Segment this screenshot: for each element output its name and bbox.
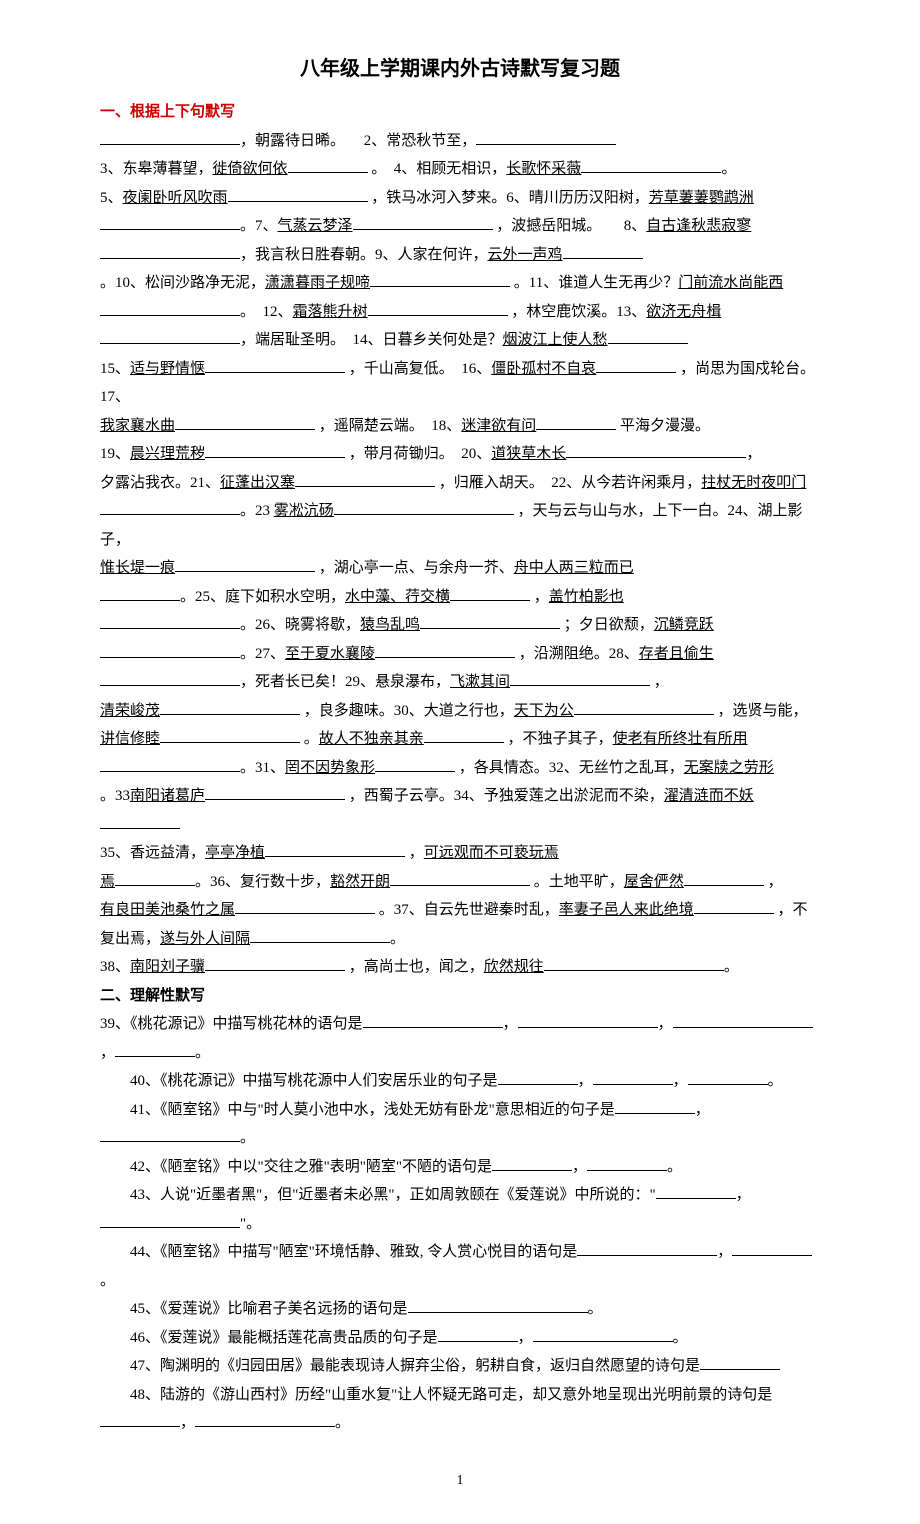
line-35: 35、香远益清，亭亭净植 ，可远观而不可亵玩焉 [100,839,820,868]
line-15-16: 15、适与野情惬 ，千山高复低。 16、僵卧孤村不自哀 ，尚思为国戍轮台。17、 [100,355,820,412]
line-25: 。25、庭下如积水空明，水中藻、荇交横 ，盖竹柏影也 [100,583,820,612]
q39: 39、《桃花源记》中描写桃花林的语句是，，，。 [100,1010,820,1067]
line-27-28: 。27、至于夏水襄陵 ，沿溯阻绝。28、存者且偷生 [100,640,820,669]
section2-heading: 二、理解性默写 [100,988,205,1004]
line-23: 。23 雾凇沆砀 ，天与云与山与水，上下一白。24、湖上影子， [100,497,820,554]
q44: 44、《陋室铭》中描写"陋室"环境恬静、雅致, 令人赏心悦目的语句是，。 [100,1238,820,1295]
q42: 42、《陋室铭》中以"交往之雅"表明"陋室"不陋的语句是，。 [100,1153,820,1182]
section1-heading: 一、根据上下句默写 [100,104,235,120]
line-29: ，死者长已矣！29、悬泉瀑布，飞漱其间 ， [100,668,820,697]
q40: 40、《桃花源记》中描写桃花源中人们安居乐业的句子是，，。 [100,1067,820,1096]
line-38: 38、南阳刘子骥 ，高尚士也，闻之，欣然规往。 [100,953,820,982]
line-31-32: 。31、罔不因势象形 ，各具情态。32、无丝竹之乱耳，无案牍之劳形 [100,754,820,783]
line-21-22: 夕露沾我衣。21、征蓬出汉塞 ，归雁入胡天。 22、从今若许闲乘月，拄杖无时夜叩… [100,469,820,498]
line-26: 。26、晓雾将歇，猿鸟乱鸣 ；夕日欲颓，沉鳞竞跃 [100,611,820,640]
line-12-13: 。 12、霜落熊升树 ，林空鹿饮溪。13、欲济无舟楫 [100,298,820,327]
line-3-4: 3、东皋薄暮望，徙倚欲何依 。 4、相顾无相识，长歌怀采薇。 [100,155,820,184]
line-13-14: ，端居耻圣明。 14、日暮乡关何处是？烟波江上使人愁 [100,326,820,355]
q41: 41、《陋室铭》中与"时人莫小池中水，浅处无妨有卧龙"意思相近的句子是，。 [100,1096,820,1153]
blank [100,127,240,145]
line-37: 有良田美池桑竹之属 。37、自云先世避秦时乱，率妻子邑人来此绝境 ，不复出焉，遂… [100,896,820,953]
line-10-11: 。10、松间沙路净无泥，潇潇暮雨子规啼 。11、谁道人生无再少？门前流水尚能西 [100,269,820,298]
line-8-9: ，我言秋日胜春朝。9、人家在何许，云外一声鸡 [100,241,820,270]
line-36: 焉。36、复行数十步，豁然开朗 。土地平旷，屋舍俨然 ， [100,868,820,897]
line-5-6: 5、夜阑卧听风吹雨 ，铁马冰河入梦来。6、晴川历历汉阳树，芳草萋萋鹦鹉洲 [100,184,820,213]
q43: 43、人说"近墨者黑"，但"近墨者未必黑"，正如周敦颐在《爱莲说》中所说的："，… [100,1181,820,1238]
q45: 45、《爱莲说》比喻君子美名远扬的语句是。 [100,1295,820,1324]
blank [476,127,616,145]
document-page: 八年级上学期课内外古诗默写复习题 一、根据上下句默写 ，朝露待日晞。 2、常恐秋… [50,0,870,1524]
line-19-20: 19、晨兴理荒秽 ，带月荷锄归。 20、道狭草木长， [100,440,820,469]
line-30: 清荣峻茂 ，良多趣味。30、大道之行也，天下为公 ，选贤与能，讲信修睦 。故人不… [100,697,820,754]
line-1-2: ，朝露待日晞。 2、常恐秋节至， [100,127,820,156]
doc-title: 八年级上学期课内外古诗默写复习题 [100,50,820,88]
page-number: 1 [100,1468,820,1495]
line-33-34: 。33南阳诸葛庐 ，西蜀子云亭。34、予独爱莲之出淤泥而不染，濯清涟而不妖 [100,782,820,839]
q47: 47、陶渊明的《归园田居》最能表现诗人摒弃尘俗，躬耕自食，返归自然愿望的诗句是 [100,1352,820,1381]
q46: 46、《爱莲说》最能概括莲花高贵品质的句子是，。 [100,1324,820,1353]
line-7-8: 。7、气蒸云梦泽 ，波撼岳阳城。 8、自古逢秋悲寂寥 [100,212,820,241]
q48: 48、陆游的《游山西村》历经"山重水复"让人怀疑无路可走，却又意外地呈现出光明前… [100,1381,820,1438]
line-17-18: 我家襄水曲 ，遥隔楚云端。 18、迷津欲有问 平海夕漫漫。 [100,412,820,441]
line-24: 惟长堤一痕 ，湖心亭一点、与余舟一芥、舟中人两三粒而已 [100,554,820,583]
